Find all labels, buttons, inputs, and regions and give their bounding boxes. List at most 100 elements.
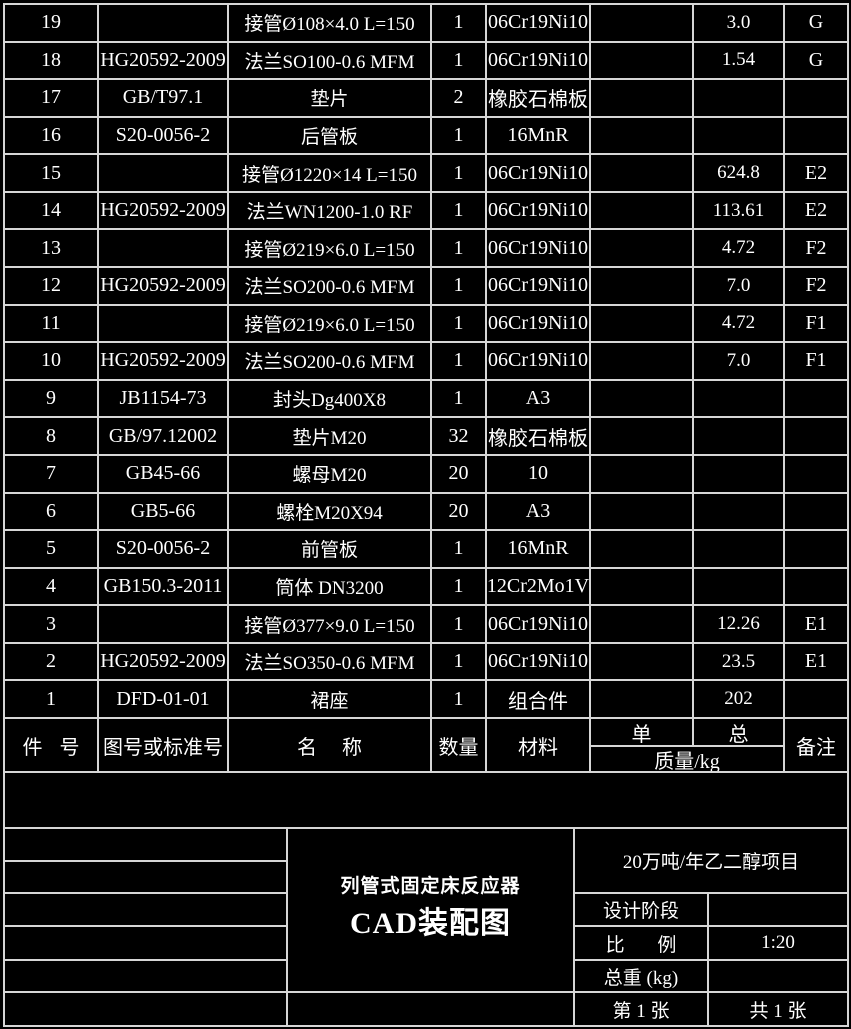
bom-cell-quantity: 1 xyxy=(432,268,485,304)
bom-cell-standard-no xyxy=(99,155,227,191)
bom-cell-unit-mass xyxy=(591,230,692,267)
bom-cell-unit-mass xyxy=(591,305,692,342)
bom-cell-item-number: 14 xyxy=(5,192,97,229)
bom-cell-unit-mass xyxy=(591,117,692,154)
bom-cell-total-mass xyxy=(694,418,783,454)
bom-cell-unit-mass xyxy=(591,268,692,304)
bom-cell-standard-no: HG20592-2009 xyxy=(99,643,227,680)
title-block-empty-cell xyxy=(5,993,286,1025)
bom-cell-remark xyxy=(785,455,847,492)
bom-cell-item-number: 19 xyxy=(5,5,97,41)
bom-cell-part-name: 后管板 xyxy=(229,117,430,154)
bom-cell-standard-no: GB/97.12002 xyxy=(99,418,227,454)
bom-cell-quantity: 1 xyxy=(432,305,485,342)
bom-cell-item-number: 3 xyxy=(5,606,97,642)
bom-cell-material: 06Cr19Ni10 xyxy=(487,606,589,642)
bom-cell-standard-no: GB5-66 xyxy=(99,493,227,530)
bom-cell-item-number: 18 xyxy=(5,42,97,79)
title-block: 列管式固定床反应器 CAD装配图 20万吨/年乙二醇项目 设计阶段 比 例 1:… xyxy=(3,827,849,1027)
bom-cell-remark xyxy=(785,568,847,605)
design-stage-label: 设计阶段 xyxy=(575,894,707,925)
bom-cell-material: 06Cr19Ni10 xyxy=(487,155,589,191)
bom-cell-total-mass xyxy=(694,117,783,154)
bom-cell-part-name: 裙座 xyxy=(229,681,430,717)
sheet-total: 共 1 张 xyxy=(709,993,847,1025)
bom-cell-quantity: 1 xyxy=(432,343,485,379)
bom-cell-part-name: 垫片 xyxy=(229,80,430,116)
bom-cell-quantity: 1 xyxy=(432,155,485,191)
total-weight-value xyxy=(709,961,847,991)
bom-cell-part-name: 法兰SO350-0.6 MFM xyxy=(229,643,430,680)
bom-cell-total-mass xyxy=(694,493,783,530)
bom-cell-remark xyxy=(785,80,847,116)
bom-header-quantity: 数量 xyxy=(432,719,485,771)
bom-cell-total-mass: 3.0 xyxy=(694,5,783,41)
bom-header-part-name: 名 称 xyxy=(229,719,430,771)
bom-cell-quantity: 1 xyxy=(432,568,485,605)
bom-cell-unit-mass xyxy=(591,192,692,229)
bom-cell-item-number: 1 xyxy=(5,681,97,717)
total-weight-label: 总重 (kg) xyxy=(575,961,707,991)
bom-cell-material: 组合件 xyxy=(487,681,589,717)
bom-cell-remark: F1 xyxy=(785,305,847,342)
bom-header-remark: 备注 xyxy=(785,719,847,771)
bom-cell-material: 06Cr19Ni10 xyxy=(487,42,589,79)
bom-cell-total-mass: 113.61 xyxy=(694,192,783,229)
bom-cell-standard-no: HG20592-2009 xyxy=(99,42,227,79)
bom-cell-standard-no: GB150.3-2011 xyxy=(99,568,227,605)
bom-cell-unit-mass xyxy=(591,343,692,379)
bom-cell-standard-no xyxy=(99,606,227,642)
bom-cell-quantity: 1 xyxy=(432,380,485,417)
bom-cell-standard-no xyxy=(99,230,227,267)
bom-cell-part-name: 法兰SO200-0.6 MFM xyxy=(229,343,430,379)
bom-cell-remark xyxy=(785,531,847,567)
bom-cell-standard-no xyxy=(99,305,227,342)
bom-cell-material: 06Cr19Ni10 xyxy=(487,305,589,342)
bom-cell-item-number: 16 xyxy=(5,117,97,154)
bom-cell-item-number: 17 xyxy=(5,80,97,116)
bom-cell-part-name: 螺母M20 xyxy=(229,455,430,492)
bom-cell-total-mass: 12.26 xyxy=(694,606,783,642)
bom-cell-part-name: 接管Ø1220×14 L=150 xyxy=(229,155,430,191)
bom-cell-total-mass: 202 xyxy=(694,681,783,717)
bom-cell-remark: E1 xyxy=(785,606,847,642)
title-block-empty-cell xyxy=(5,927,286,959)
bom-cell-unit-mass xyxy=(591,455,692,492)
bom-cell-item-number: 4 xyxy=(5,568,97,605)
bom-cell-material: 06Cr19Ni10 xyxy=(487,192,589,229)
design-stage-value xyxy=(709,894,847,925)
bom-header-standard-no: 图号或标准号 xyxy=(99,719,227,771)
bom-cell-item-number: 11 xyxy=(5,305,97,342)
bom-cell-total-mass: 4.72 xyxy=(694,230,783,267)
bom-cell-remark xyxy=(785,418,847,454)
bom-cell-item-number: 2 xyxy=(5,643,97,680)
sheet-number: 第 1 张 xyxy=(575,993,707,1025)
bom-cell-part-name: 接管Ø219×6.0 L=150 xyxy=(229,230,430,267)
bom-cell-item-number: 10 xyxy=(5,343,97,379)
bom-cell-total-mass: 7.0 xyxy=(694,343,783,379)
bom-cell-remark xyxy=(785,117,847,154)
bom-cell-item-number: 9 xyxy=(5,380,97,417)
bom-cell-material: 06Cr19Ni10 xyxy=(487,643,589,680)
bom-cell-material: 10 xyxy=(487,455,589,492)
bom-cell-unit-mass xyxy=(591,418,692,454)
bom-cell-quantity: 1 xyxy=(432,606,485,642)
bom-cell-total-mass xyxy=(694,455,783,492)
bom-cell-remark xyxy=(785,380,847,417)
bom-cell-quantity: 20 xyxy=(432,455,485,492)
title-block-empty-cell xyxy=(5,829,286,860)
bom-cell-standard-no: JB1154-73 xyxy=(99,380,227,417)
bom-cell-material: 12Cr2Mo1V xyxy=(487,568,589,605)
bom-cell-remark: F1 xyxy=(785,343,847,379)
bom-cell-material: 06Cr19Ni10 xyxy=(487,268,589,304)
bom-cell-remark: E1 xyxy=(785,643,847,680)
bom-cell-standard-no: GB/T97.1 xyxy=(99,80,227,116)
bom-cell-material: A3 xyxy=(487,493,589,530)
bom-cell-quantity: 2 xyxy=(432,80,485,116)
bom-table: 件 号 图号或标准号 名 称 数量 材料 单 总 质量/kg 备注 19 接管Ø… xyxy=(3,3,849,773)
bom-cell-unit-mass xyxy=(591,493,692,530)
bom-cell-remark: E2 xyxy=(785,192,847,229)
bom-header-unit-mass: 单 xyxy=(591,719,692,745)
scale-value: 1:20 xyxy=(709,927,847,959)
bom-cell-unit-mass xyxy=(591,42,692,79)
